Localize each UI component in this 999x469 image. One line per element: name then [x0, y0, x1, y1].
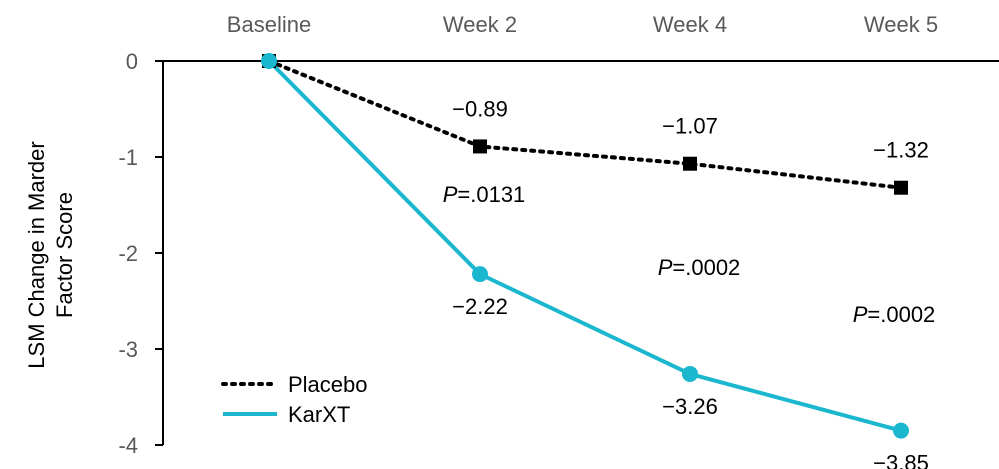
x-tick-label: Week 2 [443, 12, 517, 37]
marker-karxt-week-4 [682, 365, 698, 382]
marker-placebo-week-4 [683, 156, 697, 171]
x-tick-labels: Baseline Week 2 Week 4 Week 5 [227, 12, 938, 37]
marker-placebo-week-2 [473, 139, 487, 154]
data-label-placebo-week-2: −0.89 [452, 96, 508, 121]
y-tick-label: -4 [118, 433, 138, 458]
series-line-karxt [267, 59, 902, 433]
data-label-karxt-week-5: −3.85 [873, 451, 929, 469]
p-value-prefix: P [853, 302, 868, 327]
p-value-annotation: P=.0002 [853, 302, 936, 327]
legend-label-karxt: KarXT [288, 402, 350, 427]
axes [155, 60, 999, 446]
x-tick-label: Week 4 [653, 12, 727, 37]
data-label-placebo-week-4: −1.07 [662, 114, 718, 139]
data-label-placebo-week-5: −1.32 [873, 138, 929, 163]
series-line-placebo [267, 59, 903, 190]
p-value-text: =.0002 [867, 302, 935, 327]
data-label-karxt-week-4: −3.26 [662, 394, 718, 419]
marker-karxt-week-5 [893, 422, 909, 439]
data-label-karxt-week-2: −2.22 [452, 294, 508, 319]
marker-karxt-week-2 [472, 266, 488, 283]
p-value-annotation: P=.0002 [658, 255, 741, 280]
y-tick-label: -3 [118, 337, 138, 362]
y-axis-label-line-1: LSM Change in Marder [24, 141, 49, 368]
marker-placebo-week-5 [894, 180, 908, 195]
p-value-prefix: P [443, 182, 458, 207]
x-tick-label: Baseline [227, 12, 311, 37]
marker-karxt-baseline [261, 53, 277, 69]
y-tick-label: 0 [126, 49, 138, 74]
p-value-annotation: P=.0131 [443, 182, 526, 207]
x-tick-label: Week 5 [864, 12, 938, 37]
legend-label-placebo: Placebo [288, 372, 368, 397]
p-value-prefix: P [658, 255, 673, 280]
p-value-text: =.0131 [457, 182, 525, 207]
series-lines [267, 59, 903, 433]
y-axis-label-line-2: Factor Score [52, 192, 77, 318]
p-value-text: =.0002 [672, 255, 740, 280]
legend: Placebo KarXT [221, 372, 368, 427]
y-tick-labels: 0 -1 -2 -3 -4 [118, 49, 138, 458]
y-tick-label: -1 [118, 145, 138, 170]
y-tick-label: -2 [118, 241, 138, 266]
series-markers [261, 53, 909, 439]
y-axis-label: LSM Change in Marder Factor Score [24, 141, 77, 368]
data-labels: −0.89 −1.07 −1.32 −2.22 −3.26 −3.85 [452, 96, 929, 469]
